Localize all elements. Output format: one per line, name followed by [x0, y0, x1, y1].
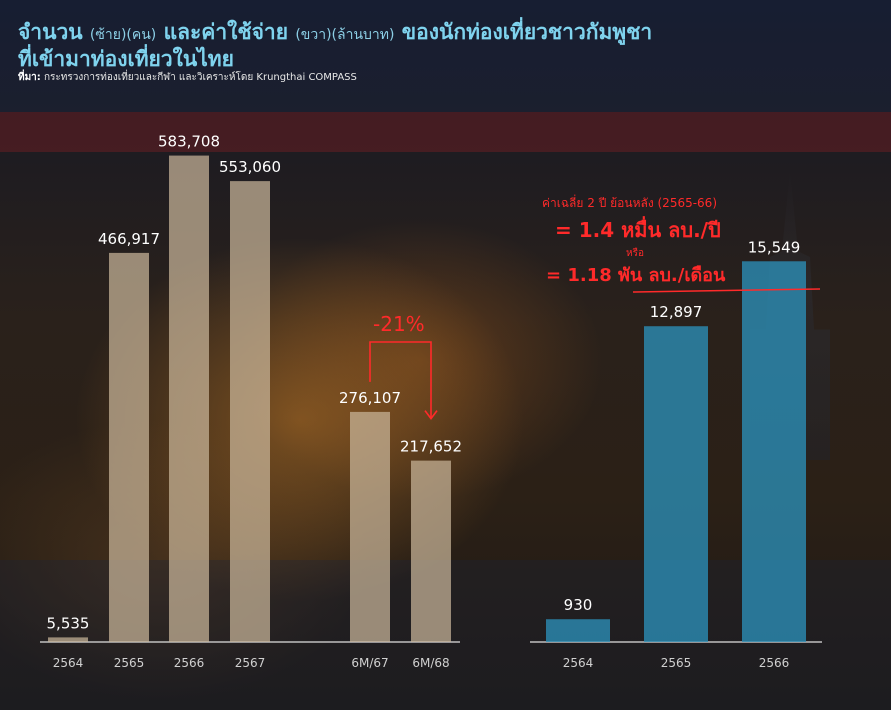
right-value-label: 12,897 [650, 303, 703, 321]
left-value-label: 583,708 [158, 133, 220, 151]
flag-blue-band-top [0, 0, 891, 112]
source-text: กระทรวงการท่องเที่ยวและกีฬา และวิเคราะห์… [44, 72, 357, 83]
left-tick-label: 2567 [235, 656, 266, 670]
change-arrow-head [424, 410, 438, 420]
average-note-line4: = 1.18 พัน ลบ./เดือน [546, 265, 726, 286]
average-note-line2: = 1.4 หมื่น ลบ./ปี [555, 218, 721, 242]
left-tick-label: 6M/68 [412, 656, 449, 670]
left-annotation-arrow [369, 341, 438, 420]
right-bar [644, 326, 708, 642]
right-bar-chart: 930 2564 12,897 2565 15,549 2566 [530, 238, 822, 670]
left-bar [48, 637, 88, 642]
title-left-note: (ซ้าย)(คน) [89, 27, 157, 43]
flag-red-band [0, 112, 891, 152]
average-note-line1: ค่าเฉลี่ย 2 ปี ย้อนหลัง (2565-66) [542, 196, 718, 210]
right-annotation-line [632, 288, 821, 293]
left-bar [230, 181, 270, 642]
right-tick-label: 2565 [661, 656, 692, 670]
left-value-label: 466,917 [98, 230, 160, 248]
change-bracket-line [369, 341, 432, 419]
right-value-label: 930 [564, 596, 593, 614]
change-percent-label: -21% [373, 312, 425, 336]
source-note: ที่มา: กระทรวงการท่องเที่ยวและกีฬา และวิ… [18, 70, 357, 85]
left-bar [169, 155, 209, 642]
left-tick-label: 2566 [174, 656, 205, 670]
left-tick-label: 2565 [114, 656, 145, 670]
source-label: ที่มา: [18, 72, 41, 83]
left-bar [350, 411, 390, 642]
right-bar [546, 619, 610, 642]
right-tick-label: 2564 [563, 656, 594, 670]
title-right-note: (ขวา)(ล้านบาท) [295, 27, 395, 43]
left-value-label: 276,107 [339, 389, 401, 407]
right-value-label: 15,549 [748, 238, 801, 256]
left-bar-chart: 5,535 2564 466,917 2565 583,708 2566 553,060 25… [40, 133, 462, 670]
average-note-line3: หรือ [626, 248, 644, 259]
title-part1: จำนวน [18, 20, 83, 44]
right-bar [742, 261, 806, 642]
left-value-label: 217,652 [400, 438, 462, 456]
title-part3: ของนักท่องเที่ยวชาวกัมพูชา [401, 20, 653, 44]
left-value-label: 5,535 [47, 614, 90, 632]
title-part2: และค่าใช้จ่าย [163, 20, 289, 44]
right-tick-label: 2566 [759, 656, 790, 670]
left-tick-label: 6M/67 [351, 656, 388, 670]
left-value-label: 553,060 [219, 158, 281, 176]
chart-title: จำนวน (ซ้าย)(คน) และค่าใช้จ่าย (ขวา)(ล้า… [18, 20, 652, 71]
left-tick-label: 2564 [53, 656, 84, 670]
title-line2: ที่เข้ามาท่องเที่ยวในไทย [18, 47, 234, 71]
left-bar [411, 460, 451, 642]
left-bar [109, 252, 149, 642]
